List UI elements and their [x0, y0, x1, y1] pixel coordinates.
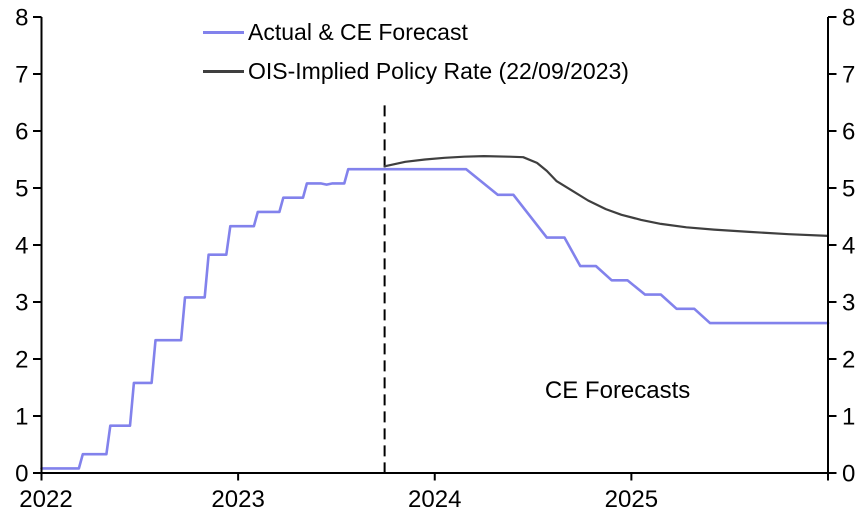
forecast-annotation: CE Forecasts	[544, 377, 691, 405]
legend-line-swatch-ois	[203, 70, 244, 73]
legend-line-swatch-actual	[203, 31, 244, 34]
legend-item-ois: OIS-Implied Policy Rate (22/09/2023)	[203, 52, 629, 91]
svg-text:7: 7	[842, 62, 855, 89]
svg-text:2022: 2022	[19, 486, 72, 513]
series-line-0	[40, 167, 830, 470]
y-tick-labels: 0 0 1 1 2 2 3 3 4 4 5 5 6 6 7 7 8 8	[15, 5, 855, 488]
y-ticks	[33, 16, 837, 474]
svg-text:0: 0	[15, 461, 28, 488]
svg-text:4: 4	[842, 233, 855, 260]
svg-text:1: 1	[842, 404, 855, 431]
svg-text:2025: 2025	[605, 486, 658, 513]
series-line-1	[383, 155, 830, 237]
svg-text:2: 2	[15, 347, 28, 374]
svg-text:3: 3	[842, 290, 855, 317]
svg-text:1: 1	[15, 404, 28, 431]
svg-text:2: 2	[842, 347, 855, 374]
x-ticks	[40, 473, 829, 481]
svg-text:8: 8	[15, 5, 28, 32]
legend-item-actual: Actual & CE Forecast	[203, 13, 629, 52]
svg-text:8: 8	[842, 5, 855, 32]
chart-legend: Actual & CE Forecast OIS-Implied Policy …	[203, 13, 629, 91]
svg-text:5: 5	[15, 176, 28, 203]
svg-text:2024: 2024	[408, 486, 461, 513]
svg-text:0: 0	[842, 461, 855, 488]
svg-text:6: 6	[15, 119, 28, 146]
legend-label-ois: OIS-Implied Policy Rate (22/09/2023)	[248, 58, 629, 84]
svg-text:7: 7	[15, 62, 28, 89]
svg-text:3: 3	[15, 290, 28, 317]
svg-text:4: 4	[15, 233, 28, 260]
x-tick-labels: 2022 2023 2024 2025	[19, 486, 658, 513]
svg-text:6: 6	[842, 119, 855, 146]
legend-label-actual: Actual & CE Forecast	[248, 19, 468, 45]
svg-text:5: 5	[842, 176, 855, 203]
svg-text:2023: 2023	[211, 486, 264, 513]
